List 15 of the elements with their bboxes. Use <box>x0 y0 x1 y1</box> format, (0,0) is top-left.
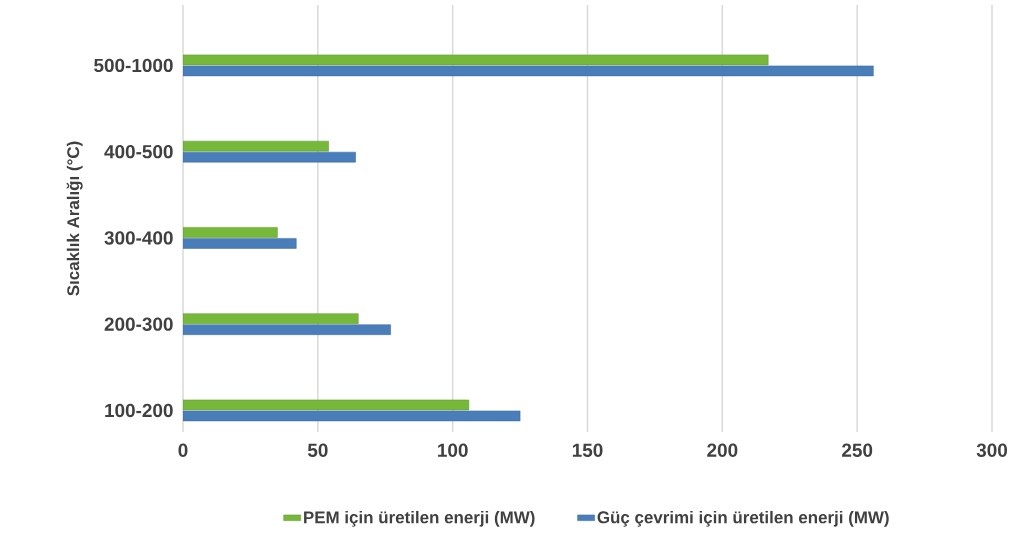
legend-label: Güç çevrimi için üretilen enerji (MW) <box>597 510 889 527</box>
y-axis-title: Sıcaklık Aralığı (°C) <box>66 141 83 296</box>
x-tick-label: 250 <box>842 443 873 457</box>
x-tick-label: 100 <box>438 443 468 457</box>
x-tick-label: 50 <box>307 443 328 457</box>
x-tick-label: 300 <box>976 443 1008 457</box>
y-tick-label: 100-200 <box>105 403 173 418</box>
legend-label: PEM için üretilen enerji (MW) <box>304 510 535 527</box>
y-tick-label: 400-500 <box>104 144 173 159</box>
x-tick-label: 200 <box>707 443 738 457</box>
y-tick-label: 200-300 <box>104 317 173 331</box>
x-tick-label: 0 <box>178 443 188 457</box>
x-tick-label: 150 <box>572 443 603 457</box>
y-tick-label: 500-1000 <box>94 58 173 73</box>
y-tick-label: 300-400 <box>104 231 173 245</box>
